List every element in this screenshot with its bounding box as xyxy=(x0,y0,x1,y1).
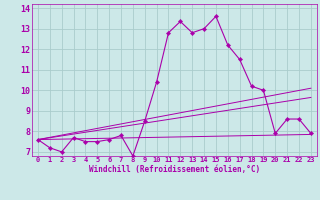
X-axis label: Windchill (Refroidissement éolien,°C): Windchill (Refroidissement éolien,°C) xyxy=(89,165,260,174)
